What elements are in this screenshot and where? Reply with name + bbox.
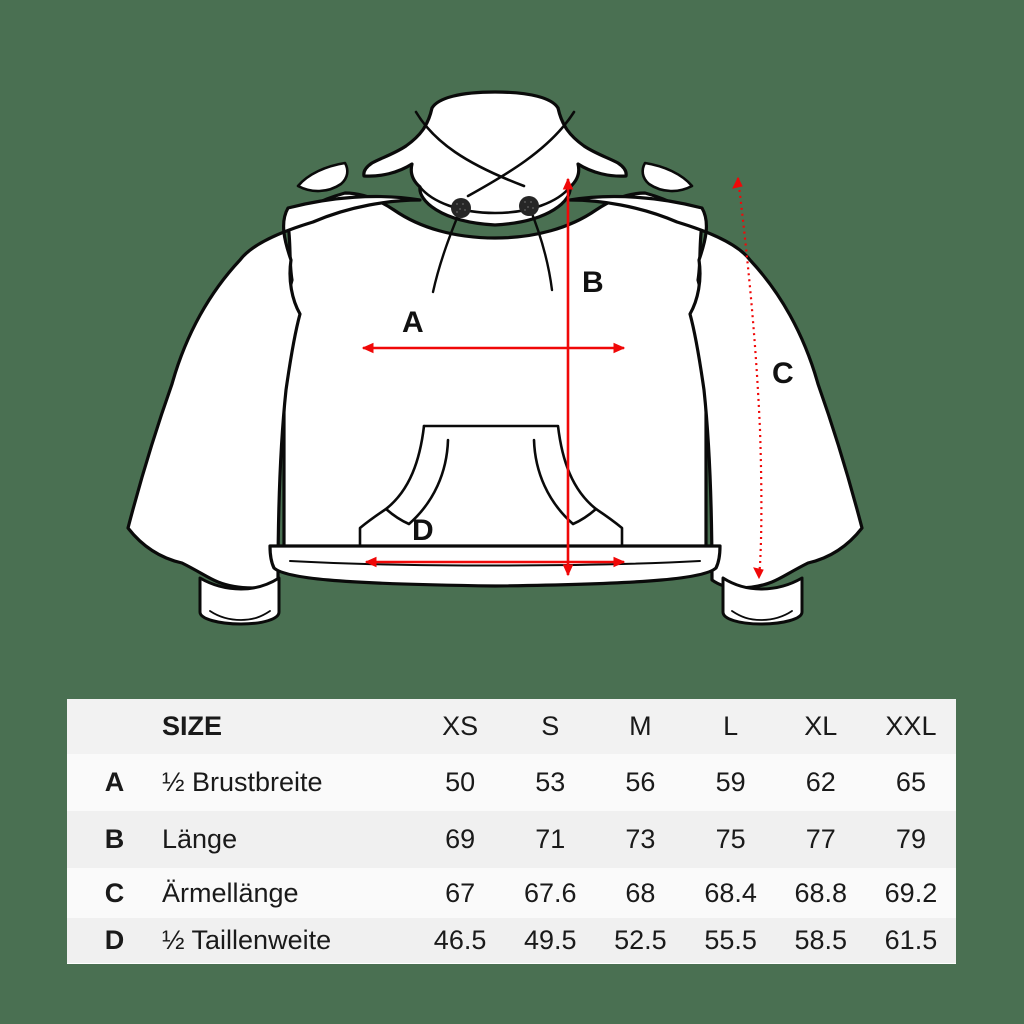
svg-text:B: B [582, 266, 604, 299]
svg-text:A: A [402, 306, 424, 339]
svg-text:C: C [772, 357, 794, 390]
svg-text:D: D [412, 514, 434, 547]
